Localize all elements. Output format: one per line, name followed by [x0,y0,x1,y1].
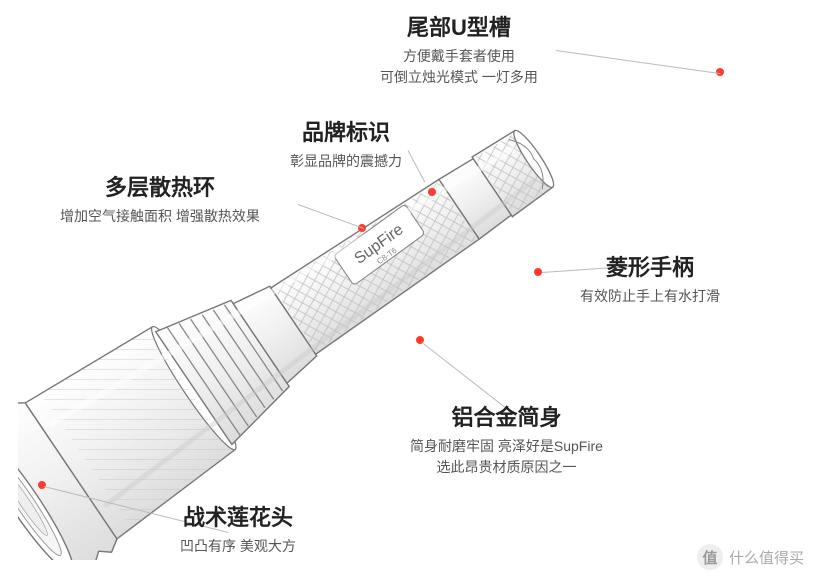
desc-diamond-grip-1: 有效防止手上有水打滑 [580,286,720,307]
title-tail-slot: 尾部U型槽 [380,10,538,42]
model-text: C8-T6 [375,245,398,266]
leader-tail-slot [556,50,721,74]
annotation-brand-logo: 品牌标识 彰显品牌的震撼力 [290,115,402,172]
desc-heat-rings-1: 增加空气接触面积 增强散热效果 [60,206,260,227]
title-diamond-grip: 菱形手柄 [580,250,720,282]
title-lotus-head: 战术莲花头 [180,500,296,532]
title-heat-rings: 多层散热环 [60,170,260,202]
annotation-heat-rings: 多层散热环 增加空气接触面积 增强散热效果 [60,170,260,227]
desc-tail-slot-1: 方便戴手套者使用 [380,46,538,67]
marker-diamond-grip [534,268,542,276]
title-alloy-body: 铝合金简身 [410,400,603,432]
watermark: 值 什么值得买 [697,544,804,570]
desc-brand-logo-1: 彰显品牌的震撼力 [290,151,402,172]
desc-alloy-body-2: 选此昂贵材质原因之一 [410,457,603,478]
desc-tail-slot-2: 可倒立烛光模式 一灯多用 [380,67,538,88]
title-brand-logo: 品牌标识 [290,115,402,147]
watermark-logo: 值 [697,544,723,570]
annotation-diamond-grip: 菱形手柄 有效防止手上有水打滑 [580,250,720,307]
desc-alloy-body-1: 简身耐磨牢固 亮泽好是SupFire [410,436,603,457]
leader-brand-logo [408,150,426,182]
leader-heat-rings [298,204,364,229]
desc-lotus-head-1: 凹凸有序 美观大方 [180,536,296,557]
marker-brand-logo [428,188,436,196]
annotation-lotus-head: 战术莲花头 凹凸有序 美观大方 [180,500,296,557]
annotation-tail-slot: 尾部U型槽 方便戴手套者使用 可倒立烛光模式 一灯多用 [380,10,538,88]
marker-lotus-head [38,481,46,489]
watermark-text: 什么值得买 [729,547,804,568]
annotation-alloy-body: 铝合金简身 简身耐磨牢固 亮泽好是SupFire 选此昂贵材质原因之一 [410,400,603,478]
